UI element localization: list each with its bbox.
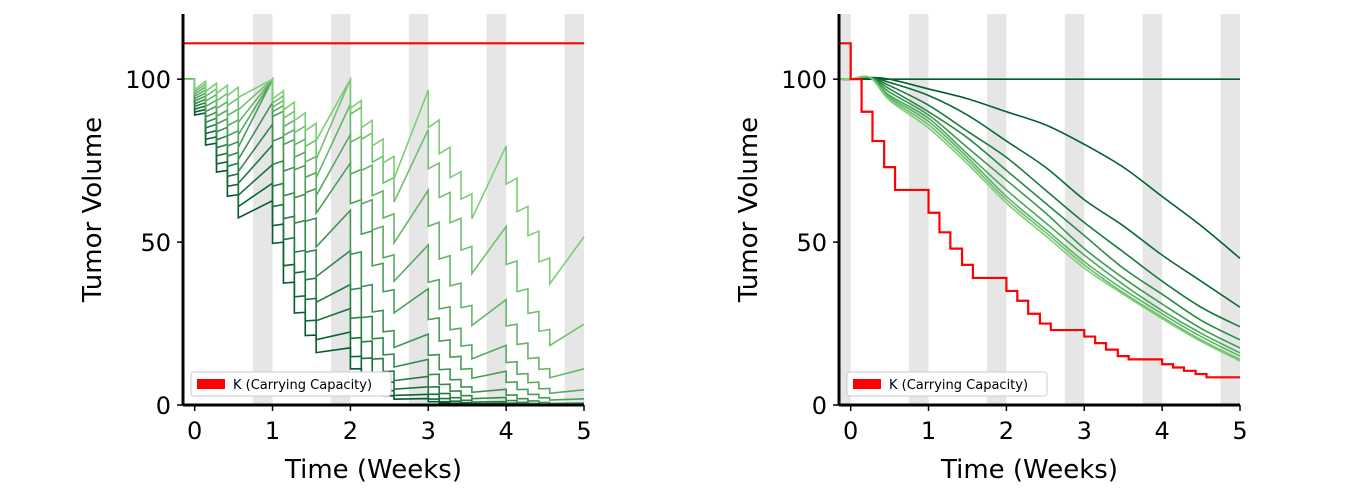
x-tick-label-4: 4: [1154, 417, 1169, 445]
legend-swatch: [853, 379, 881, 389]
x-tick-label-3: 3: [1077, 417, 1092, 445]
x-axis-label: Time (Weeks): [284, 455, 462, 485]
legend-box: [190, 371, 392, 397]
treatment-band-3: [1064, 14, 1085, 405]
x-tick-label-2: 2: [343, 417, 358, 445]
series-line-6: [838, 75, 1241, 354]
treatment-band-2: [408, 14, 429, 405]
y-axis-label: Tumor Volume: [78, 117, 108, 303]
legend-box: [846, 371, 1048, 397]
y-tick-label-0: 0: [156, 392, 171, 420]
treatment-band-5: [1220, 14, 1240, 405]
series-line-4: [183, 78, 585, 406]
x-tick-label-0: 0: [187, 417, 202, 445]
treatment-band-4: [1142, 14, 1163, 405]
series-line-2: [838, 76, 1241, 308]
legend-swatch: [197, 379, 225, 389]
series-line-6: [183, 78, 585, 401]
x-tick-label-0: 0: [843, 417, 858, 445]
legend-label: K (Carrying Capacity): [233, 378, 372, 393]
series-line-8: [183, 76, 585, 379]
treatment-band-2: [986, 14, 1007, 405]
series-line-10: [183, 76, 585, 287]
carrying-capacity-path: [839, 42, 1240, 379]
x-tick-label-4: 4: [498, 417, 513, 445]
y-tick-label-100: 100: [781, 66, 827, 94]
treatment-band-1: [909, 14, 929, 405]
series-line-9: [183, 77, 585, 347]
x-axis-label: Time (Weeks): [940, 455, 1118, 485]
treatment-band-3: [486, 14, 507, 405]
series-line-3: [838, 76, 1241, 328]
legend: K (Carrying Capacity): [190, 371, 392, 397]
y-tick-label-100: 100: [125, 66, 171, 94]
legend: K (Carrying Capacity): [846, 371, 1048, 397]
carrying-capacity-line: [839, 42, 1240, 379]
y-axis-label: Tumor Volume: [734, 117, 764, 303]
y-tick-label-0: 0: [812, 392, 827, 420]
x-tick-label-2: 2: [999, 417, 1014, 445]
series-line-3: [183, 78, 585, 406]
series-line-5: [183, 78, 585, 405]
series-line-7: [183, 76, 585, 395]
tumor-series: [838, 75, 1241, 362]
y-tick-label-50: 50: [140, 229, 171, 257]
x-tick-label-5: 5: [1232, 417, 1247, 445]
x-tick-label-5: 5: [576, 417, 591, 445]
x-tick-label-3: 3: [421, 417, 436, 445]
treatment-band-1: [330, 14, 351, 405]
tumor-series: [183, 76, 585, 406]
treatment-band-0: [839, 14, 851, 405]
x-tick-label-1: 1: [921, 417, 936, 445]
legend-label: K (Carrying Capacity): [889, 378, 1028, 393]
x-tick-label-1: 1: [265, 417, 280, 445]
treatment-band-4: [564, 14, 584, 405]
treatment-bands: [253, 14, 584, 405]
series-line-9: [838, 75, 1241, 362]
y-tick-label-50: 50: [796, 229, 827, 257]
